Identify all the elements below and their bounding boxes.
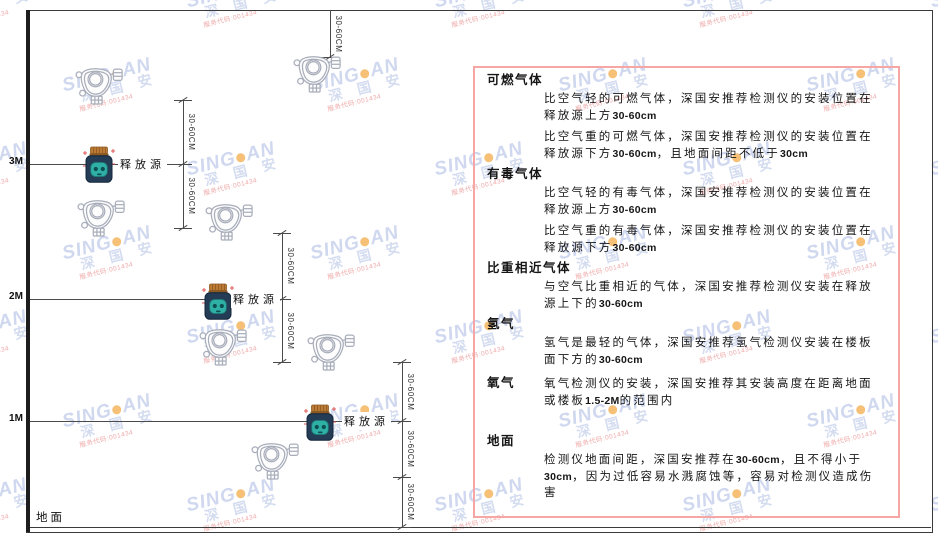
watermark-cjk: 深 国 安 bbox=[933, 324, 938, 361]
level-line bbox=[30, 299, 282, 300]
height-label: 1M bbox=[9, 413, 23, 424]
dimension-line bbox=[330, 10, 331, 57]
ground-label: 地面 bbox=[36, 512, 65, 524]
release-source-icon bbox=[201, 283, 235, 321]
dimension-label: 30-60CM bbox=[406, 372, 415, 411]
section-heading: 有毒气体 bbox=[487, 167, 544, 181]
section-body: 比空气轻的有毒气体，深国安推荐检测仪的安装位置在释放源上方30-60cm 比空气重… bbox=[544, 185, 886, 256]
gas-detector-icon bbox=[198, 327, 248, 366]
dimension-label: 30-60CM bbox=[187, 113, 196, 151]
dimension-label: 30-60CM bbox=[286, 311, 295, 350]
section-heading: 可燃气体 bbox=[487, 73, 544, 87]
section-body: 比空气轻的可燃气体，深国安推荐检测仪的安装位置在释放源上方30-60cm 比空气重… bbox=[544, 91, 886, 162]
section-heading: 地面 bbox=[487, 434, 516, 448]
info-panel: 可燃气体 比空气轻的可燃气体，深国安推荐检测仪的安装位置在释放源上方30-60cm… bbox=[473, 66, 900, 518]
level-line bbox=[30, 421, 402, 422]
gas-detector-icon bbox=[204, 202, 254, 241]
gas-detector-svg bbox=[77, 200, 125, 237]
dimension-label: 30-60CM bbox=[406, 483, 415, 521]
panel-section: 比重相近气体与空气比重相近的气体，深国安推荐检测仪安装在释放源上下的30-60c… bbox=[487, 261, 886, 312]
panel-section: 氢气氢气是最轻的气体，深国安推荐氢气检测仪安装在楼板面下方的30-60cm bbox=[487, 317, 886, 368]
gas-detector-svg bbox=[293, 56, 341, 93]
height-label: 3M bbox=[9, 156, 23, 167]
section-paragraph: 比空气轻的有毒气体，深国安推荐检测仪的安装位置在释放源上方30-60cm bbox=[544, 187, 873, 216]
watermark-cjk: 深 国 安 bbox=[933, 156, 938, 193]
gas-detector-svg bbox=[307, 334, 355, 371]
dimension-line bbox=[402, 362, 403, 527]
section-paragraph: 比空气轻的可燃气体，深国安推荐检测仪的安装位置在释放源上方30-60cm bbox=[544, 93, 873, 122]
section-paragraph: 检测仪地面间距，深国安推荐在30-60cm，且不得小于30cm，因为过低容易水溅… bbox=[544, 454, 874, 499]
section-body: 氢气是最轻的气体，深国安推荐氢气检测仪安装在楼板面下方的30-60cm bbox=[544, 335, 886, 368]
gas-detector-icon bbox=[292, 54, 342, 93]
height-label: 2M bbox=[9, 291, 23, 302]
watermark-cjk: 深 国 安 bbox=[933, 492, 938, 529]
section-paragraph: 与空气比重相近的气体，深国安推荐检测仪安装在释放源上下的30-60cm bbox=[544, 281, 873, 310]
release-source-label: 释放源 bbox=[342, 412, 391, 430]
section-paragraph: 比空气重的有毒气体，深国安推荐检测仪的安装位置在释放源下方30-60cm bbox=[544, 225, 873, 254]
gas-detector-icon bbox=[250, 441, 300, 480]
section-heading: 氢气 bbox=[487, 317, 516, 331]
release-source-icon bbox=[303, 404, 337, 442]
dimension-label: 30-60CM bbox=[406, 430, 415, 468]
gas-detector-svg bbox=[205, 204, 253, 241]
section-paragraph: 比空气重的可燃气体，深国安推荐检测仪的安装位置在释放源下方30-60cm，且地面… bbox=[544, 131, 873, 160]
watermark-cjk: 深 国 安 bbox=[933, 0, 938, 25]
section-heading: 比重相近气体 bbox=[487, 261, 572, 275]
panel-section: 地面检测仪地面间距，深国安推荐在30-60cm，且不得小于30cm，因为过低容易… bbox=[487, 434, 886, 502]
section-paragraph: 氢气是最轻的气体，深国安推荐氢气检测仪安装在楼板面下方的30-60cm bbox=[544, 337, 873, 366]
release-source-icon bbox=[82, 146, 116, 184]
release-source-svg bbox=[83, 146, 115, 183]
panel-section: 可燃气体 比空气轻的可燃气体，深国安推荐检测仪的安装位置在释放源上方30-60cm… bbox=[487, 73, 886, 162]
dimension-label: 30-60CM bbox=[187, 177, 196, 215]
wall-line bbox=[26, 10, 30, 532]
panel-section: 氧气 氧气检测仪的安装，深国安推荐其安装高度在距离地面或楼板1.5-2M的范围内 bbox=[487, 376, 886, 414]
section-paragraph: 氧气检测仪的安装，深国安推荐其安装高度在距离地面或楼板1.5-2M的范围内 bbox=[544, 378, 873, 407]
gas-detector-icon bbox=[74, 66, 124, 105]
gas-detector-svg bbox=[251, 443, 299, 480]
ground-line bbox=[30, 527, 931, 528]
section-body: 检测仪地面间距，深国安推荐在30-60cm，且不得小于30cm，因为过低容易水溅… bbox=[544, 452, 886, 502]
release-source-svg bbox=[202, 283, 234, 320]
release-source-label: 释放源 bbox=[231, 290, 280, 308]
gas-detector-svg bbox=[199, 329, 247, 366]
section-body: 与空气比重相近的气体，深国安推荐检测仪安装在释放源上下的30-60cm bbox=[544, 279, 886, 312]
release-source-label: 释放源 bbox=[118, 155, 167, 173]
dimension-label: 30-60CM bbox=[334, 14, 343, 53]
panel-section: 有毒气体 比空气轻的有毒气体，深国安推荐检测仪的安装位置在释放源上方30-60cm… bbox=[487, 167, 886, 256]
gas-detector-icon bbox=[76, 198, 126, 237]
panel-sections: 可燃气体 比空气轻的可燃气体，深国安推荐检测仪的安装位置在释放源上方30-60cm… bbox=[487, 73, 886, 502]
gas-detector-icon bbox=[306, 332, 356, 371]
section-body: 氧气检测仪的安装，深国安推荐其安装高度在距离地面或楼板1.5-2M的范围内 bbox=[544, 376, 886, 414]
section-heading: 氧气 bbox=[487, 376, 516, 390]
dimension-label: 30-60CM bbox=[286, 247, 295, 285]
release-source-svg bbox=[304, 404, 336, 441]
gas-detector-svg bbox=[75, 68, 123, 105]
